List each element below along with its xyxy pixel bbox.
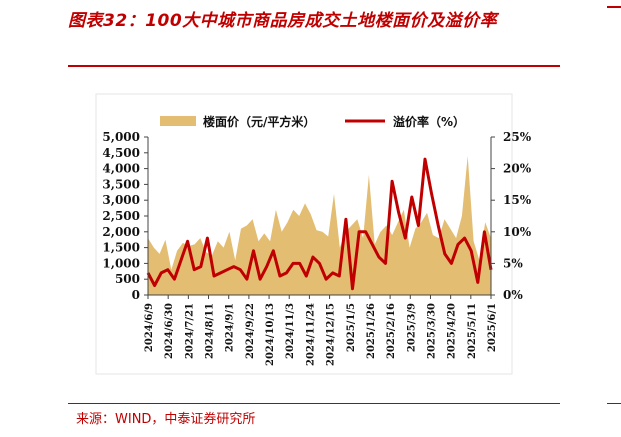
left-axis-tick-label: 4,500 — [102, 146, 140, 160]
left-axis-tick-label: 2,000 — [102, 225, 140, 239]
x-axis-tick-label: 2024/9/22 — [245, 303, 256, 359]
legend-label-area: 楼面价（元/平方米） — [203, 114, 315, 129]
x-axis-tick-label: 2024/9/1 — [225, 303, 236, 352]
x-axis-tick-label: 2024/6/30 — [164, 303, 175, 359]
legend: 楼面价（元/平方米） 溢价率（%） — [160, 114, 465, 129]
left-axis-tick-label: 500 — [115, 272, 140, 286]
x-axis-tick-label: 2025/5/11 — [467, 303, 478, 359]
x-axis-tick-label: 2024/10/13 — [265, 303, 276, 366]
x-axis-tick-label: 2025/3/30 — [426, 303, 437, 359]
x-axis-tick-label: 2024/12/15 — [326, 303, 337, 366]
right-axis-tick-label: 15% — [503, 193, 532, 207]
left-axis-tick-label: 5,000 — [102, 130, 140, 144]
x-axis-tick-label: 2025/6/1 — [487, 303, 498, 352]
x-axis-tick-label: 2024/6/9 — [144, 303, 155, 352]
legend-label-line: 溢价率（%） — [393, 114, 465, 129]
x-axis-tick-label: 2024/11/24 — [305, 303, 316, 366]
adjacent-panel-rule-top — [607, 6, 621, 8]
plot-area — [146, 156, 493, 295]
right-axis-tick-label: 0% — [503, 288, 523, 302]
area-series-floor-price — [148, 156, 491, 295]
title-divider — [68, 65, 560, 67]
left-axis-tick-label: 0 — [132, 288, 140, 302]
right-axis-tick-label: 25% — [503, 130, 532, 144]
x-axis-tick-label: 2025/1/26 — [366, 303, 377, 359]
left-axis-tick-label: 3,500 — [102, 177, 140, 191]
x-axis-tick-label: 2025/1/5 — [346, 303, 357, 352]
x-axis-tick-label: 2024/8/11 — [205, 303, 216, 359]
x-axis-tick-label: 2024/11/3 — [285, 303, 296, 359]
left-axis-tick-label: 4,000 — [102, 162, 140, 176]
x-axis-tick-label: 2025/2/16 — [386, 303, 397, 359]
source-note: 来源：WIND，中泰证券研究所 — [76, 412, 256, 427]
footer-divider — [68, 403, 560, 404]
adjacent-panel-rule-bottom — [607, 403, 621, 404]
chart-title: 图表32：100大中城市商品房成交土地楼面价及溢价率 — [68, 11, 498, 31]
left-axis-tick-label: 2,500 — [102, 209, 140, 223]
right-axis-tick-label: 5% — [503, 256, 523, 270]
x-axis-tick-label: 2025/3/9 — [406, 303, 417, 352]
right-axis-tick-label: 20% — [503, 162, 532, 176]
legend-swatch-area — [160, 116, 196, 126]
left-axis-tick-label: 1,500 — [102, 241, 140, 255]
x-axis-tick-label: 2025/4/20 — [447, 303, 458, 359]
x-axis-tick-label: 2024/7/21 — [184, 303, 195, 359]
right-axis-tick-label: 10% — [503, 225, 532, 239]
left-axis-tick-label: 1,000 — [102, 256, 140, 270]
line-series-premium-rate — [146, 157, 493, 291]
left-axis-tick-label: 3,000 — [102, 193, 140, 207]
chart-frame — [95, 93, 513, 375]
